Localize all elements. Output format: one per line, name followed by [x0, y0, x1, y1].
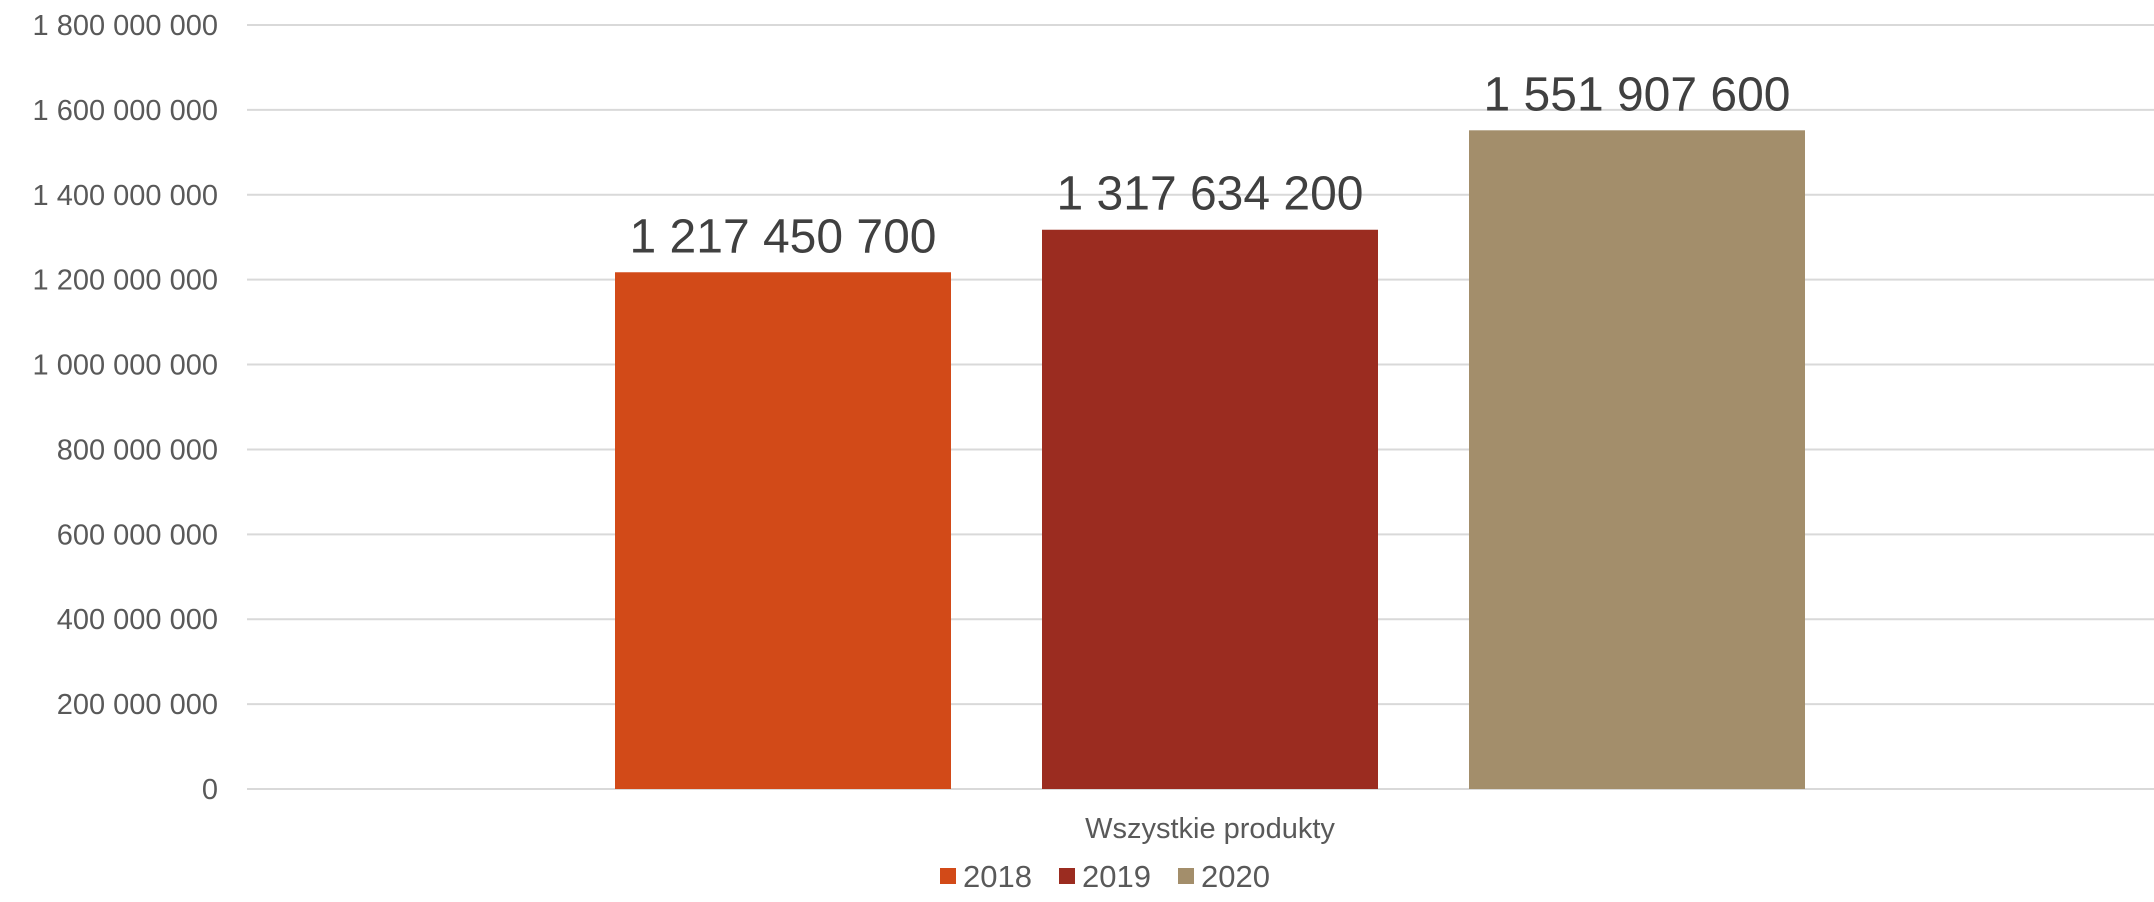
bar-2019 — [1042, 229, 1378, 789]
y-tick-label: 1 600 000 000 — [33, 95, 218, 127]
legend: 2018 2019 2020 — [940, 859, 1270, 894]
bars — [615, 130, 1805, 789]
y-tick-label: 1 000 000 000 — [33, 350, 218, 382]
y-tick-label: 0 — [202, 774, 218, 806]
y-tick-label: 1 200 000 000 — [33, 265, 218, 297]
data-label-2019: 1 317 634 200 — [1057, 168, 1364, 221]
y-tick-label: 600 000 000 — [57, 519, 218, 551]
y-tick-label: 1 400 000 000 — [33, 180, 218, 212]
legend-label-2019: 2019 — [1082, 859, 1151, 894]
category-label: Wszystkie produkty — [1085, 813, 1335, 845]
x-axis-category-labels: Wszystkie produkty — [1085, 813, 1335, 845]
legend-swatch-2018 — [940, 868, 956, 884]
legend-swatch-2019 — [1059, 868, 1075, 884]
data-labels: 1 217 450 700 1 317 634 200 1 551 907 600 — [630, 68, 1791, 263]
data-label-2018: 1 217 450 700 — [630, 210, 937, 263]
bar-2018 — [615, 272, 951, 789]
bar-2020 — [1469, 130, 1805, 789]
y-tick-label: 400 000 000 — [57, 604, 218, 636]
y-axis-tick-labels: 0 200 000 000 400 000 000 600 000 000 800 00… — [33, 10, 218, 806]
y-tick-label: 800 000 000 — [57, 434, 218, 466]
y-tick-label: 200 000 000 — [57, 689, 218, 721]
legend-swatch-2020 — [1178, 868, 1194, 884]
legend-label-2018: 2018 — [963, 859, 1032, 894]
y-tick-label: 1 800 000 000 — [33, 10, 218, 42]
data-label-2020: 1 551 907 600 — [1484, 68, 1791, 121]
legend-label-2020: 2020 — [1201, 859, 1270, 894]
